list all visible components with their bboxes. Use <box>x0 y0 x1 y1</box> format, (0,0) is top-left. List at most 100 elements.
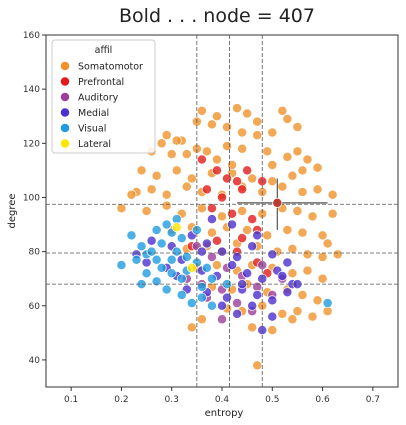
x-tick-label: 0.6 <box>315 395 330 405</box>
data-point-medial <box>146 235 157 246</box>
data-point-somatomotor <box>307 211 318 222</box>
data-point-somatomotor <box>206 227 217 238</box>
data-point-somatomotor <box>237 206 248 216</box>
data-point-somatomotor <box>237 143 248 154</box>
data-point-prefrontal <box>247 214 258 225</box>
data-point-somatomotor <box>212 260 222 271</box>
data-point-somatomotor <box>302 265 313 276</box>
data-point-somatomotor <box>267 325 278 336</box>
data-point-somatomotor <box>166 149 177 160</box>
data-point-medial <box>242 268 253 279</box>
data-point-medial <box>232 308 243 319</box>
data-point-somatomotor <box>186 173 197 184</box>
data-point-somatomotor <box>302 249 313 260</box>
data-point-prefrontal <box>237 184 248 195</box>
legend-label-visual: Visual <box>78 124 106 135</box>
data-point-auditory <box>217 314 227 325</box>
data-point-somatomotor <box>297 187 308 197</box>
legend-marker-somatomotor <box>60 61 70 71</box>
data-point-somatomotor <box>206 119 217 130</box>
data-point-somatomotor <box>282 151 293 162</box>
data-point-medial <box>196 246 207 257</box>
data-point-somatomotor <box>287 170 298 181</box>
data-point-somatomotor <box>237 127 248 138</box>
data-point-medial <box>267 295 278 306</box>
data-point-medial <box>227 219 238 230</box>
data-point-somatomotor <box>262 230 273 241</box>
data-point-somatomotor <box>171 135 182 146</box>
legend-box <box>51 39 156 154</box>
data-point-somatomotor <box>196 314 207 325</box>
data-point-prefrontal <box>222 173 232 184</box>
data-point-somatomotor <box>312 295 323 306</box>
data-point-visual <box>166 268 177 279</box>
data-point-somatomotor <box>287 268 298 279</box>
legend-label-auditory: Auditory <box>78 93 119 104</box>
data-point-somatomotor <box>262 146 273 157</box>
legend-label-somatomotor: Somatomotor <box>78 62 143 73</box>
data-point-visual <box>322 298 333 309</box>
data-point-visual <box>151 225 162 235</box>
data-point-visual <box>126 230 137 241</box>
data-point-medial <box>222 292 232 303</box>
y-tick-label: 120 <box>23 139 40 149</box>
data-point-somatomotor <box>292 306 303 317</box>
x-tick-label: 0.4 <box>215 395 230 405</box>
data-point-visual <box>141 268 152 279</box>
data-point-visual <box>146 246 157 257</box>
data-point-medial <box>217 300 227 311</box>
data-point-somatomotor <box>161 189 172 200</box>
data-point-somatomotor <box>267 160 278 170</box>
data-point-visual <box>206 300 217 311</box>
data-point-visual <box>116 260 127 271</box>
data-point-prefrontal <box>217 192 227 203</box>
data-point-somatomotor <box>292 146 303 157</box>
legend-marker-lateral <box>60 138 70 149</box>
x-axis-label: entropy <box>205 408 244 419</box>
data-point-somatomotor <box>277 105 288 116</box>
data-point-medial <box>206 214 217 225</box>
data-point-somatomotor <box>141 206 152 216</box>
data-point-medial <box>217 246 227 257</box>
data-point-somatomotor <box>171 165 182 176</box>
data-point-somatomotor <box>161 200 172 211</box>
data-point-somatomotor <box>212 154 222 165</box>
data-point-prefrontal <box>212 235 222 246</box>
data-point-somatomotor <box>232 103 243 114</box>
data-point-auditory <box>232 298 243 309</box>
data-point-somatomotor <box>186 322 197 333</box>
data-point-visual <box>151 276 162 287</box>
data-point-somatomotor <box>297 227 308 238</box>
data-point-somatomotor <box>136 165 147 176</box>
data-point-somatomotor <box>242 108 253 119</box>
legend-label-medial: Medial <box>78 108 109 119</box>
data-point-somatomotor <box>212 111 222 122</box>
data-point-somatomotor <box>196 105 207 116</box>
legend-marker-auditory <box>60 92 70 102</box>
data-point-visual <box>156 262 167 273</box>
data-point-medial <box>227 260 238 271</box>
data-point-somatomotor <box>181 149 192 160</box>
y-tick-label: 40 <box>29 356 41 366</box>
data-point-somatomotor <box>181 181 192 192</box>
legend: affil Somatomotor Prefrontal Auditory Medial… <box>51 39 156 154</box>
x-tick-label: 0.7 <box>366 395 380 405</box>
data-point-somatomotor <box>282 113 293 124</box>
data-point-prefrontal <box>212 165 222 176</box>
data-point-somatomotor <box>252 116 263 127</box>
y-tick-label: 140 <box>23 85 40 95</box>
data-point-visual <box>171 246 182 257</box>
data-point-visual <box>166 254 177 265</box>
data-point-lateral <box>171 222 182 233</box>
data-point-prefrontal <box>201 184 212 195</box>
data-point-somatomotor <box>222 122 232 133</box>
data-point-prefrontal <box>232 176 243 187</box>
data-point-medial <box>201 238 212 249</box>
data-point-visual <box>196 292 207 303</box>
data-point-somatomotor <box>146 184 157 195</box>
x-tick-label: 0.3 <box>165 395 179 405</box>
data-point-somatomotor <box>297 165 308 176</box>
data-point-medial <box>282 287 293 298</box>
data-point-somatomotor <box>287 314 298 325</box>
